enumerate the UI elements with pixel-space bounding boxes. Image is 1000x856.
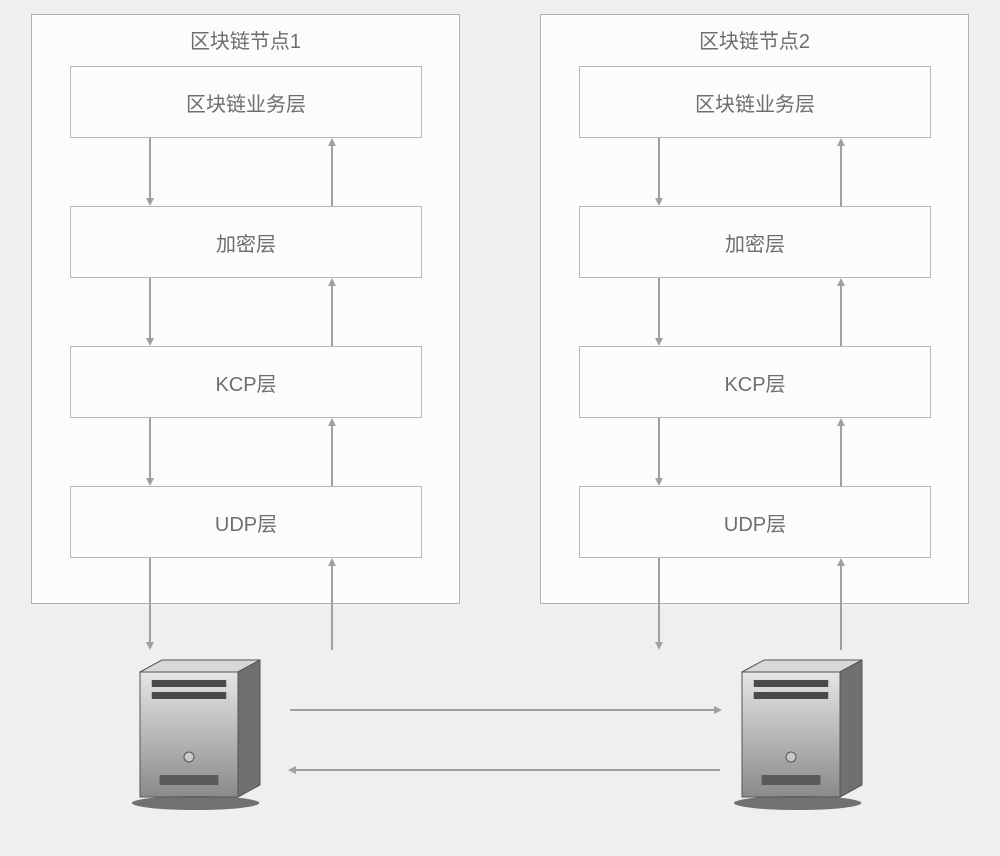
server-icon bbox=[132, 660, 260, 810]
layer-n2-biz: 区块链业务层 bbox=[579, 66, 931, 138]
layer-label: KCP层 bbox=[724, 368, 785, 397]
layer-label: 区块链业务层 bbox=[186, 88, 306, 117]
node-title-2: 区块链节点2 bbox=[541, 25, 968, 54]
layer-label: 区块链业务层 bbox=[695, 88, 815, 117]
layer-n1-udp: UDP层 bbox=[70, 486, 422, 558]
layer-n1-kcp: KCP层 bbox=[70, 346, 422, 418]
layer-label: UDP层 bbox=[724, 508, 786, 537]
layer-n2-kcp: KCP层 bbox=[579, 346, 931, 418]
server-icon bbox=[734, 660, 862, 810]
layer-n1-enc: 加密层 bbox=[70, 206, 422, 278]
layer-label: KCP层 bbox=[215, 368, 276, 397]
layer-label: 加密层 bbox=[725, 228, 785, 257]
layer-n2-enc: 加密层 bbox=[579, 206, 931, 278]
layer-label: 加密层 bbox=[216, 228, 276, 257]
node-title-1: 区块链节点1 bbox=[32, 25, 459, 54]
layer-label: UDP层 bbox=[215, 508, 277, 537]
layer-n1-biz: 区块链业务层 bbox=[70, 66, 422, 138]
layer-n2-udp: UDP层 bbox=[579, 486, 931, 558]
